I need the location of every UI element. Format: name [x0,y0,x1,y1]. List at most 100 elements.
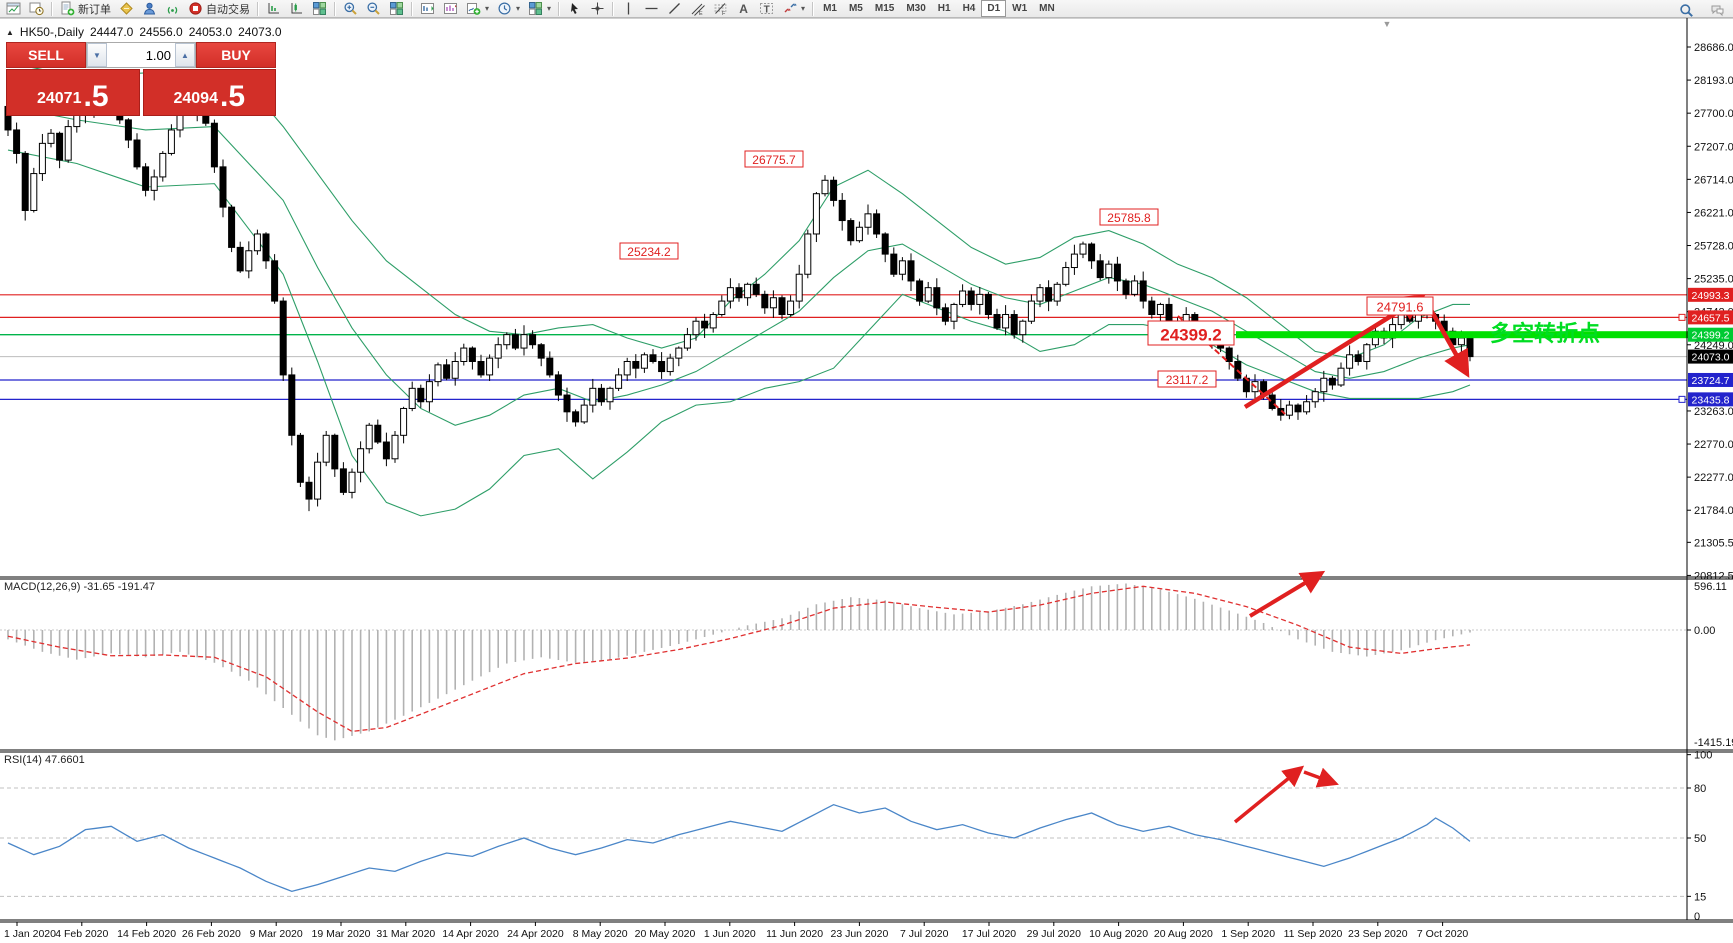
timeframe-w1-button[interactable]: W1 [1012,3,1028,14]
candle-body [1062,267,1070,285]
buy-button[interactable]: BUY [196,42,276,68]
candle-body [795,273,803,302]
chat-icon[interactable] [1706,1,1729,19]
price-callout-label[interactable]: 25785.8 [1099,208,1159,226]
macd-indicator-label: MACD(12,26,9) -31.65 -191.47 [4,581,155,593]
buy-price-button[interactable]: 24094 .5 [142,69,276,116]
price-axis[interactable]: 28686.0 28193.0 27700.0 27207.0 26714.0 26221… [1686,18,1733,920]
indicators-button[interactable]: ▾ [462,0,493,18]
new-order-button[interactable]: 新订单 [56,0,115,18]
chart-title: ▲ HK50-,Daily 24447.0 24556.0 24053.0 24… [6,25,282,39]
volume-decrease-button[interactable]: ▼ [87,43,107,67]
macd-trend-arrow[interactable] [1248,570,1326,618]
price-callout-label[interactable]: 25234.2 [619,242,679,260]
timeframe-m15-button[interactable]: M15 [874,3,895,14]
sell-button[interactable]: SELL [6,42,86,68]
market-watch-icon[interactable] [115,0,138,18]
price-callout-text: 24791.6 [1377,300,1424,315]
cursor-button[interactable] [563,0,586,18]
candle-body [47,132,55,144]
price-badge: 23724.7 [1688,372,1733,387]
price-tick-label: 26221.0 [1694,207,1733,219]
sell-price-button[interactable]: 24071 .5 [6,69,140,116]
label-button[interactable]: T [755,0,778,18]
arrows-button[interactable]: ▾ [778,0,809,18]
candle-body [950,303,958,322]
candle-body [735,287,743,299]
macd-axis-label: -1415.19 [1694,737,1733,749]
autotrading-button[interactable]: 自动交易 [184,0,254,18]
macd-axis-label: 596.11 [1694,581,1727,593]
candle-body [761,293,769,309]
tline-icon [667,1,682,16]
candle-body [124,119,132,141]
line-handle[interactable] [1678,313,1686,321]
chart-autoscroll-button[interactable] [439,0,462,18]
new-chart-button[interactable] [2,0,25,18]
channel-button[interactable]: E [686,0,709,18]
candle-body [1045,287,1053,302]
macd-axis-label: 0.00 [1694,625,1715,637]
date-axis[interactable]: 1 Jan 2020 4 Feb 2020 14 Feb 2020 26 Feb 20… [0,919,1733,940]
collapse-trade-panel-icon[interactable]: ▲ [6,27,14,37]
timeframe-h1-button[interactable]: H1 [937,3,951,14]
crosshair-button[interactable] [586,0,609,18]
candle-body [305,481,313,500]
price-badge-box [1688,327,1733,342]
vertical-line-button[interactable] [617,0,640,18]
templates-button[interactable]: ▾ [524,0,555,18]
volume-input[interactable] [107,43,175,67]
rsi-trend-arrow[interactable] [1303,767,1339,788]
community-icon[interactable] [138,0,161,18]
fibonacci-button[interactable]: F [709,0,732,18]
chart-shift-button[interactable] [416,0,439,18]
price-callout-label[interactable]: 24399.2 [1147,320,1235,346]
zoom-out-button[interactable] [362,0,385,18]
rsi-axis-label: 15 [1694,891,1706,903]
candlestick-chart-button[interactable] [285,0,308,18]
period-button[interactable]: ▾ [493,0,524,18]
price-callout-label[interactable]: 24791.6 [1366,296,1434,316]
horizontal-line-button[interactable] [640,0,663,18]
price-callout-label[interactable]: 23117.2 [1157,370,1217,388]
candle-body [812,193,820,235]
signals-icon[interactable] [161,0,184,18]
timeframe-m5-button[interactable]: M5 [848,3,863,14]
candle-body [64,126,72,161]
timeframe-d1-button[interactable]: D1 [981,0,1007,17]
text-button[interactable]: A [732,0,755,18]
timeframe-mn-button[interactable]: MN [1039,3,1055,14]
candle-body [133,139,141,168]
trendline-button[interactable] [663,0,686,18]
price-tick-label: 28686.0 [1694,42,1733,54]
neworder-icon [60,1,75,16]
profiles-button[interactable] [25,0,48,18]
timeframe-h4-button[interactable]: H4 [962,3,976,14]
vline-icon [621,1,636,16]
candle-body [30,173,38,211]
timeframe-m1-button[interactable]: M1 [823,3,837,14]
tile-windows-button[interactable] [385,0,408,18]
volume-increase-button[interactable]: ▲ [175,43,195,67]
candle-body [391,434,399,460]
candle-body [701,320,709,329]
search-icon[interactable] [1675,1,1698,19]
candle-body [683,334,691,349]
line-chart-button[interactable] [308,0,331,18]
date-tick-label: 14 Feb 2020 [117,928,176,940]
bar-chart-button[interactable] [262,0,285,18]
turning-point-band[interactable] [1236,331,1688,339]
candle-body [924,287,932,302]
channel-icon: E [690,1,705,16]
timeframe-m30-button[interactable]: M30 [906,3,926,14]
zoomin-icon [343,1,358,16]
trend-arrow[interactable] [1243,294,1426,409]
rsi-trend-arrow[interactable] [1233,765,1305,824]
price-callout-label[interactable]: 26775.7 [744,150,804,168]
candle-body [752,283,760,295]
macd-signal-line [7,585,1471,733]
zoom-in-button[interactable] [339,0,362,18]
price-badge: 24073.0 [1688,349,1733,364]
line-handle[interactable] [1678,395,1686,403]
price-tick-label: 22770.0 [1694,439,1733,451]
